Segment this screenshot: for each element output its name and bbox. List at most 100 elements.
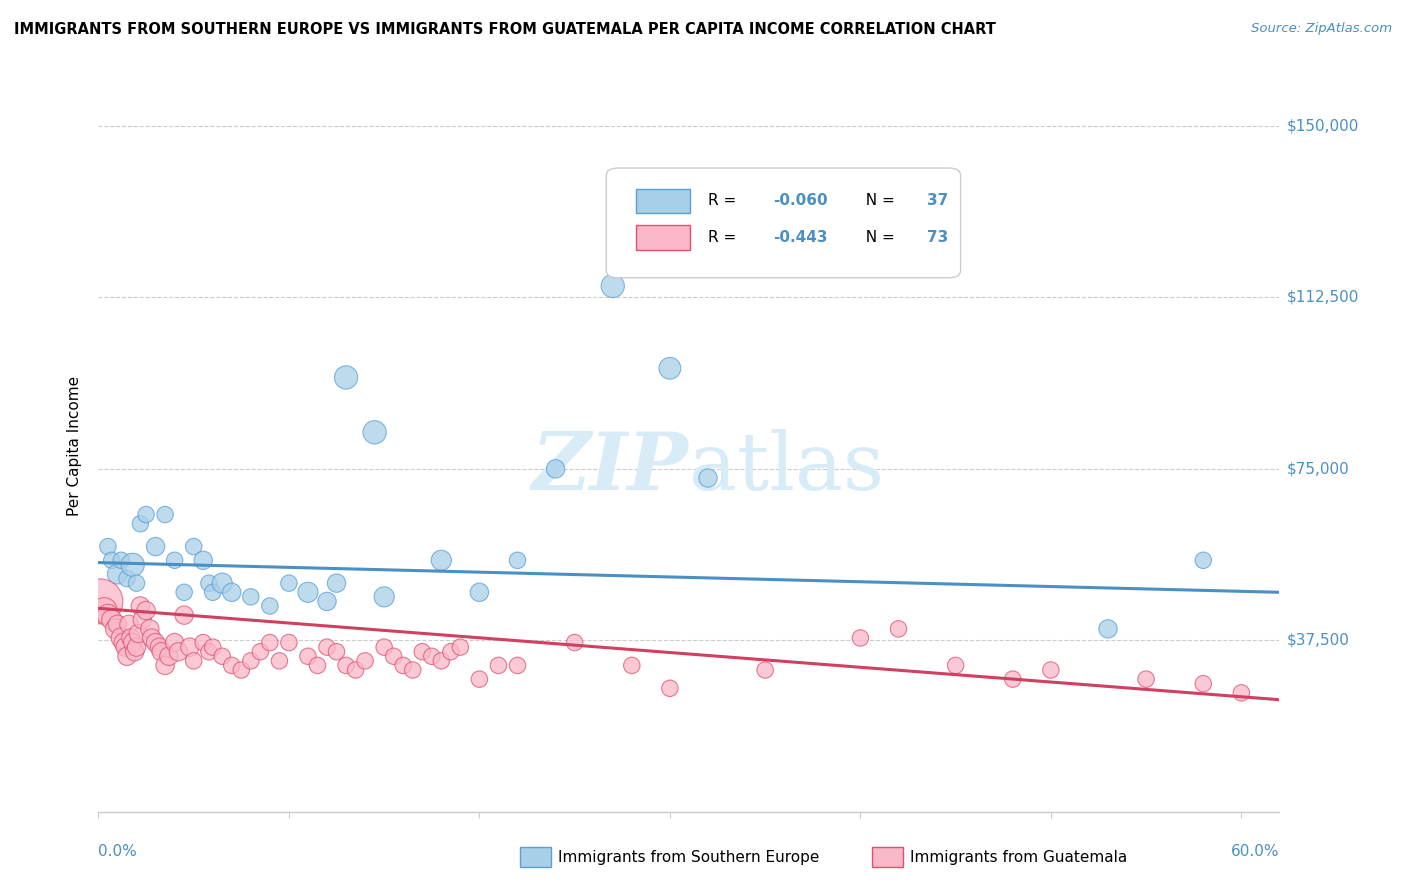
Point (201, 640, 224, 655)
Point (198, 576, 221, 591)
Point (316, 640, 339, 655)
Point (1039, 663, 1062, 677)
Point (104, 622, 127, 636)
Point (153, 508, 176, 522)
Point (1192, 553, 1215, 567)
Text: $37,500: $37,500 (1286, 632, 1350, 648)
Text: ZIP: ZIP (531, 429, 689, 507)
Text: N =: N = (856, 194, 900, 209)
Point (193, 635, 215, 649)
Point (89, 594, 111, 608)
Point (373, 640, 395, 655)
Point (440, 645, 463, 659)
Point (269, 654, 291, 668)
Text: $75,000: $75,000 (1286, 461, 1350, 476)
Point (100, 613, 122, 627)
Point (1135, 672, 1157, 686)
Point (100, 553, 122, 567)
Point (139, 622, 162, 636)
Point (221, 658, 243, 673)
Point (115, 649, 138, 664)
Text: -0.060: -0.060 (773, 194, 828, 209)
Point (125, 576, 148, 591)
Point (183, 540, 205, 554)
Point (335, 658, 357, 673)
Point (945, 658, 967, 673)
Point (163, 553, 186, 567)
Point (620, 658, 643, 673)
Point (221, 585, 243, 599)
Bar (636, 189, 690, 213)
Point (316, 594, 339, 608)
Point (231, 663, 253, 677)
Point (141, 631, 163, 645)
Text: IMMIGRANTS FROM SOUTHERN EUROPE VS IMMIGRANTS FROM GUATEMALA PER CAPITA INCOME C: IMMIGRANTS FROM SOUTHERN EUROPE VS IMMIG… (14, 22, 995, 37)
Point (153, 658, 176, 673)
Point (430, 553, 453, 567)
Point (382, 649, 405, 664)
Point (115, 572, 138, 586)
Point (325, 645, 347, 659)
Point (120, 631, 142, 645)
Point (112, 635, 135, 649)
Point (150, 645, 173, 659)
Point (121, 635, 143, 649)
Point (97, 608, 120, 623)
Point (344, 663, 367, 677)
Point (131, 613, 153, 627)
Point (127, 626, 149, 640)
Point (335, 370, 357, 384)
Point (754, 663, 776, 677)
Point (277, 635, 299, 649)
Text: 37: 37 (927, 194, 948, 209)
Point (114, 640, 136, 655)
Point (602, 279, 624, 293)
Point (411, 645, 433, 659)
Point (145, 540, 167, 554)
Point (849, 631, 872, 645)
Text: R =: R = (709, 230, 741, 245)
Point (121, 558, 143, 572)
Point (107, 567, 129, 582)
Point (468, 585, 491, 599)
Point (249, 645, 271, 659)
Text: 60.0%: 60.0% (1232, 845, 1279, 859)
Point (420, 649, 443, 664)
Text: N =: N = (856, 230, 900, 245)
Point (297, 585, 319, 599)
Text: $150,000: $150,000 (1286, 119, 1358, 134)
Point (211, 576, 233, 591)
Point (402, 663, 425, 677)
Point (110, 631, 132, 645)
Point (239, 654, 262, 668)
Point (697, 471, 720, 485)
Point (658, 361, 681, 376)
Point (887, 622, 910, 636)
Point (125, 640, 148, 655)
Point (430, 654, 453, 668)
Point (449, 640, 471, 655)
Point (167, 645, 190, 659)
Point (325, 576, 347, 591)
Point (297, 649, 319, 664)
Point (145, 635, 167, 649)
Point (107, 617, 129, 632)
Point (564, 635, 586, 649)
Point (135, 603, 157, 617)
Point (354, 654, 377, 668)
Point (1001, 672, 1024, 686)
Text: 0.0%: 0.0% (98, 845, 138, 859)
Point (259, 599, 281, 613)
Point (373, 590, 395, 604)
Text: $112,500: $112,500 (1286, 290, 1358, 305)
Point (658, 681, 681, 696)
Point (259, 635, 281, 649)
Point (110, 553, 132, 567)
Point (135, 508, 157, 522)
Text: atlas: atlas (689, 429, 884, 507)
Point (307, 658, 329, 673)
Point (148, 640, 170, 655)
Point (173, 608, 195, 623)
Point (118, 617, 141, 632)
Point (183, 654, 205, 668)
